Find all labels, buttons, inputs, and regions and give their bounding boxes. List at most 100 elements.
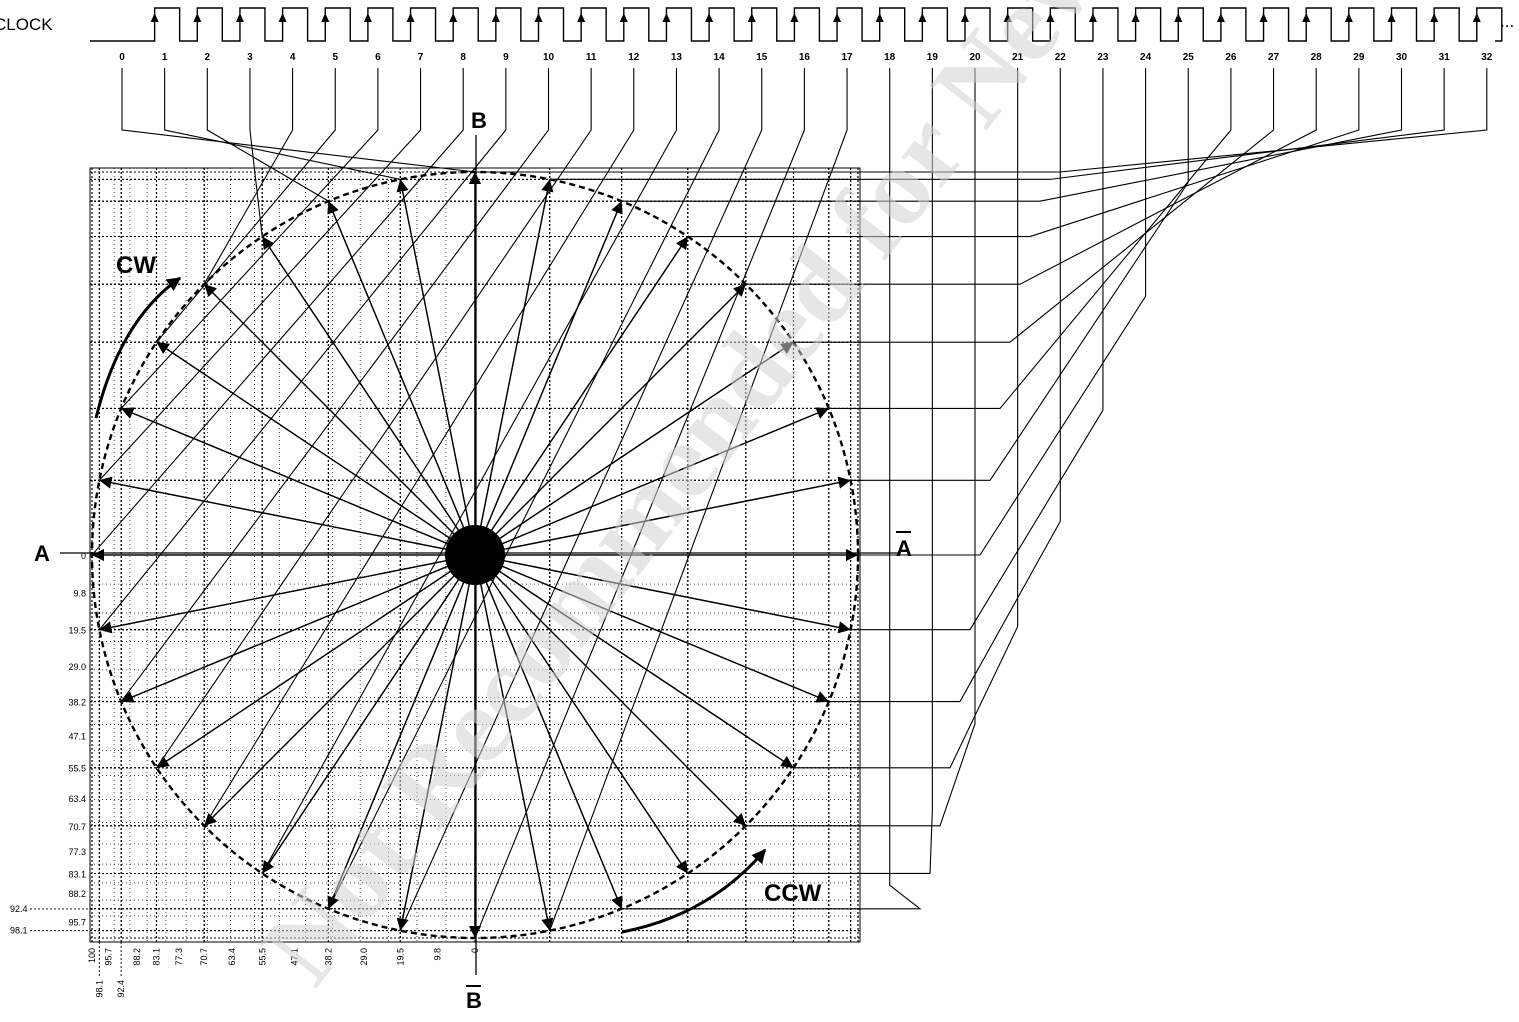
step-vector-arrow bbox=[327, 200, 476, 556]
step-vector-arrow bbox=[203, 554, 476, 827]
clock-edge-arrow bbox=[577, 13, 586, 22]
step-vector-arrow bbox=[474, 476, 851, 556]
step-leader-line bbox=[121, 68, 476, 173]
vector-origin-hub bbox=[445, 525, 505, 585]
scale-x-label: 100 bbox=[87, 948, 97, 963]
step-leader-line bbox=[249, 68, 263, 237]
step-number-label: 8 bbox=[460, 52, 466, 63]
scale-labels: 0 9.8 19.5 29.0 38.2 47.1 55.5 63.4 70.7 77.3 83.1… bbox=[10, 551, 480, 998]
step-number-label: 28 bbox=[1311, 52, 1323, 63]
step-leader-line bbox=[474, 68, 805, 939]
clock-edge-arrow bbox=[406, 13, 415, 22]
step-number-label: 6 bbox=[375, 52, 381, 63]
step-vector-arrow bbox=[474, 283, 747, 556]
scale-y-label: 19.5 bbox=[68, 626, 86, 636]
step-number-label: 17 bbox=[841, 52, 853, 63]
step-number-label: 20 bbox=[969, 52, 981, 63]
step-vector-arrow bbox=[474, 554, 851, 634]
step-vector-arrow bbox=[474, 554, 794, 769]
step-number-label: 27 bbox=[1268, 52, 1280, 63]
step-number-label: 13 bbox=[671, 52, 683, 63]
step-leader-line bbox=[745, 68, 976, 827]
scale-y-label: 95.7 bbox=[68, 918, 86, 928]
scale-x-label: 9.8 bbox=[432, 948, 442, 961]
step-leader-line bbox=[793, 68, 1019, 769]
step-number-label: 7 bbox=[418, 52, 424, 63]
clock-pulse-train bbox=[90, 7, 1503, 42]
clock-edge-arrow bbox=[363, 13, 372, 22]
clock-edge-arrow bbox=[918, 13, 927, 22]
step-vector-arrow bbox=[396, 179, 476, 556]
step-number-label: 26 bbox=[1225, 52, 1237, 63]
scale-x-label: 29.0 bbox=[359, 948, 369, 966]
step-number-label: 21 bbox=[1012, 52, 1024, 63]
clock-edge-arrow bbox=[1387, 13, 1396, 22]
step-leader-line bbox=[164, 68, 401, 180]
ccw-label: CCW bbox=[764, 880, 822, 907]
scale-x-label: 92.4 bbox=[116, 980, 126, 998]
clock-edge-arrow bbox=[1003, 13, 1012, 22]
clock-edge-arrow bbox=[1131, 13, 1140, 22]
step-vector-arrow bbox=[156, 554, 476, 769]
scale-x-label: 0 bbox=[470, 948, 480, 953]
step-vector-arrow bbox=[474, 554, 689, 874]
clock-edge-arrow bbox=[961, 13, 969, 22]
step-number-label: 1 bbox=[162, 52, 168, 63]
step-vector-arrow bbox=[474, 554, 554, 931]
scale-x-label: 98.1 bbox=[94, 980, 104, 998]
step-leader-line bbox=[549, 68, 1445, 180]
step-vector-arrow bbox=[474, 200, 623, 556]
scale-y-label: 55.5 bbox=[68, 764, 86, 774]
clock-label: CLOCK bbox=[0, 15, 53, 34]
clock-continuation: ... bbox=[1500, 12, 1514, 31]
step-number-label: 3 bbox=[247, 52, 253, 63]
step-vector-arrow bbox=[474, 236, 689, 556]
step-vector-arrow bbox=[99, 476, 476, 556]
step-number-label: 31 bbox=[1439, 52, 1451, 63]
scale-x-label: 88.2 bbox=[132, 948, 142, 966]
step-vector-arrow bbox=[474, 179, 554, 556]
ccw-arrow bbox=[621, 848, 767, 934]
clock-edge-arrow bbox=[833, 13, 842, 22]
step-number-label: 0 bbox=[119, 52, 125, 63]
step-leader-line bbox=[745, 68, 1317, 285]
clock-edge-arrow bbox=[1344, 13, 1353, 22]
step-number-label: 18 bbox=[884, 52, 896, 63]
step-vector-arrow bbox=[99, 554, 476, 634]
scale-x-label: 47.1 bbox=[290, 948, 300, 966]
scale-y-label: 88.2 bbox=[68, 889, 86, 899]
clock-edge-arrow bbox=[1216, 13, 1225, 22]
step-leader-line bbox=[549, 68, 848, 931]
step-vector-arrow bbox=[120, 554, 476, 703]
step-vector-arrow bbox=[474, 554, 747, 827]
step-vector-arrow bbox=[156, 341, 476, 556]
step-number-label: 15 bbox=[756, 52, 768, 63]
axis-b-label: B bbox=[471, 108, 487, 133]
step-number-label: 5 bbox=[332, 52, 338, 63]
clock-edge-arrow bbox=[619, 13, 628, 22]
clock-edge-arrow bbox=[1259, 13, 1268, 22]
clock-edge-arrow bbox=[747, 13, 756, 22]
axis-a-label: A bbox=[34, 541, 50, 566]
scale-y-label: 70.7 bbox=[68, 822, 86, 832]
clock-edge-arrow bbox=[790, 13, 799, 22]
step-leader-lines bbox=[91, 68, 1488, 939]
step-vector-arrow bbox=[474, 341, 794, 556]
clock-edge-arrow bbox=[235, 13, 244, 22]
step-leader-line bbox=[399, 68, 763, 931]
step-leader-line bbox=[850, 68, 1104, 631]
scale-x-label: 77.3 bbox=[174, 948, 184, 966]
scale-x-label: 83.1 bbox=[152, 948, 162, 966]
step-leader-line bbox=[850, 68, 1189, 481]
step-number-label: 24 bbox=[1140, 52, 1152, 63]
step-leader-line bbox=[98, 68, 507, 631]
step-leader-line bbox=[120, 68, 379, 409]
clock-edge-arrow bbox=[321, 13, 330, 22]
step-number-label: 9 bbox=[503, 52, 509, 63]
step-leader-line bbox=[156, 68, 336, 343]
step-vector-arrow bbox=[261, 236, 476, 556]
step-leader-line bbox=[687, 68, 1360, 238]
step-leader-line bbox=[475, 68, 1488, 173]
scale-y-label: 83.1 bbox=[68, 869, 86, 879]
step-number-label: 25 bbox=[1183, 52, 1195, 63]
